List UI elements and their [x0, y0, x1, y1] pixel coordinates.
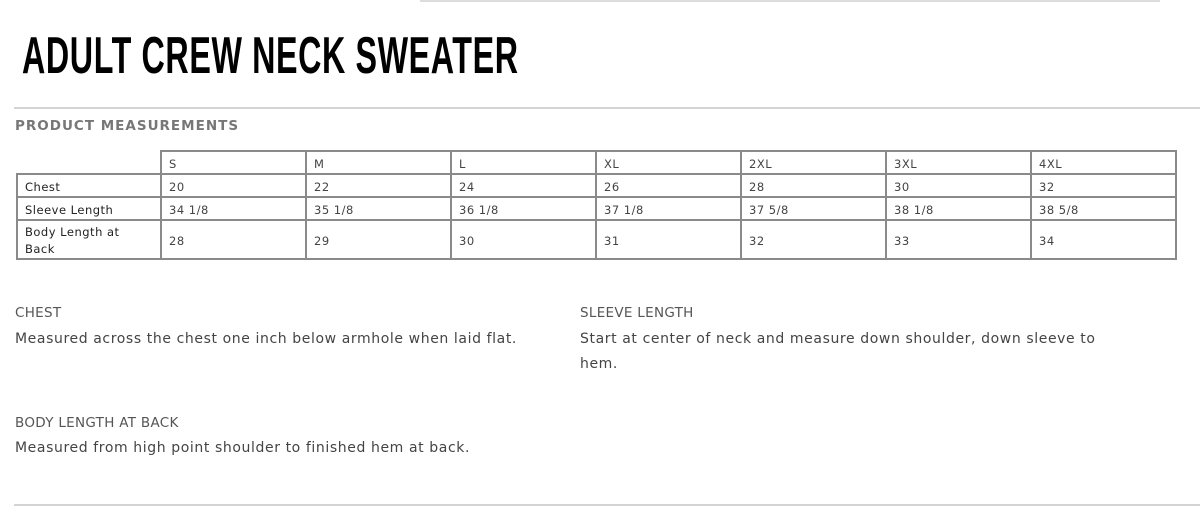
cell: 30: [885, 173, 1032, 198]
page-title: ADULT CREW NECK SWEATER: [22, 27, 519, 85]
chest-description: Measured across the chest one inch below…: [15, 331, 517, 347]
chest-heading: CHEST: [15, 305, 62, 321]
cell: 38 1/8: [885, 196, 1032, 221]
size-header: L: [450, 150, 597, 175]
table-row: Sleeve Length 34 1/8 35 1/8 36 1/8 37 1/…: [16, 196, 1177, 221]
cell: 29: [305, 219, 452, 260]
cell: 22: [305, 173, 452, 198]
cell: 24: [450, 173, 597, 198]
row-label: Chest: [16, 173, 162, 198]
cell: 28: [160, 219, 307, 260]
cell: 33: [885, 219, 1032, 260]
table-row: Chest 20 22 24 26 28 30 32: [16, 173, 1177, 198]
cell: 32: [1030, 173, 1177, 198]
cell: 34: [1030, 219, 1177, 260]
size-header: 2XL: [740, 150, 887, 175]
divider: [14, 107, 1200, 109]
size-header: M: [305, 150, 452, 175]
size-header: XL: [595, 150, 742, 175]
cell: 30: [450, 219, 597, 260]
cell: 28: [740, 173, 887, 198]
size-chart-table: S M L XL 2XL 3XL 4XL Chest 20 22 24 26 2…: [16, 150, 1177, 260]
cell: 32: [740, 219, 887, 260]
size-header: S: [160, 150, 307, 175]
cell: 36 1/8: [450, 196, 597, 221]
cell: 37 1/8: [595, 196, 742, 221]
cell: 34 1/8: [160, 196, 307, 221]
row-label: Body Length at Back: [16, 219, 162, 260]
sleeve-description: Start at center of neck and measure down…: [580, 331, 1096, 372]
sleeve-heading: SLEEVE LENGTH: [580, 305, 694, 321]
cell: 20: [160, 173, 307, 198]
body-length-heading: BODY LENGTH AT BACK: [15, 415, 179, 431]
body-length-description: Measured from high point shoulder to fin…: [15, 440, 471, 456]
size-header: 3XL: [885, 150, 1032, 175]
top-divider: [420, 0, 1160, 2]
cell: 31: [595, 219, 742, 260]
section-title: PRODUCT MEASUREMENTS: [15, 118, 240, 134]
table-header-row: S M L XL 2XL 3XL 4XL: [17, 150, 1177, 175]
table-row: Body Length at Back 28 29 30 31 32 33 34: [16, 219, 1177, 260]
cell: 26: [595, 173, 742, 198]
bottom-divider: [14, 504, 1200, 506]
row-label: Sleeve Length: [16, 196, 162, 221]
cell: 37 5/8: [740, 196, 887, 221]
cell: 35 1/8: [305, 196, 452, 221]
cell: 38 5/8: [1030, 196, 1177, 221]
corner-cell: [17, 151, 162, 175]
size-header: 4XL: [1030, 150, 1177, 175]
